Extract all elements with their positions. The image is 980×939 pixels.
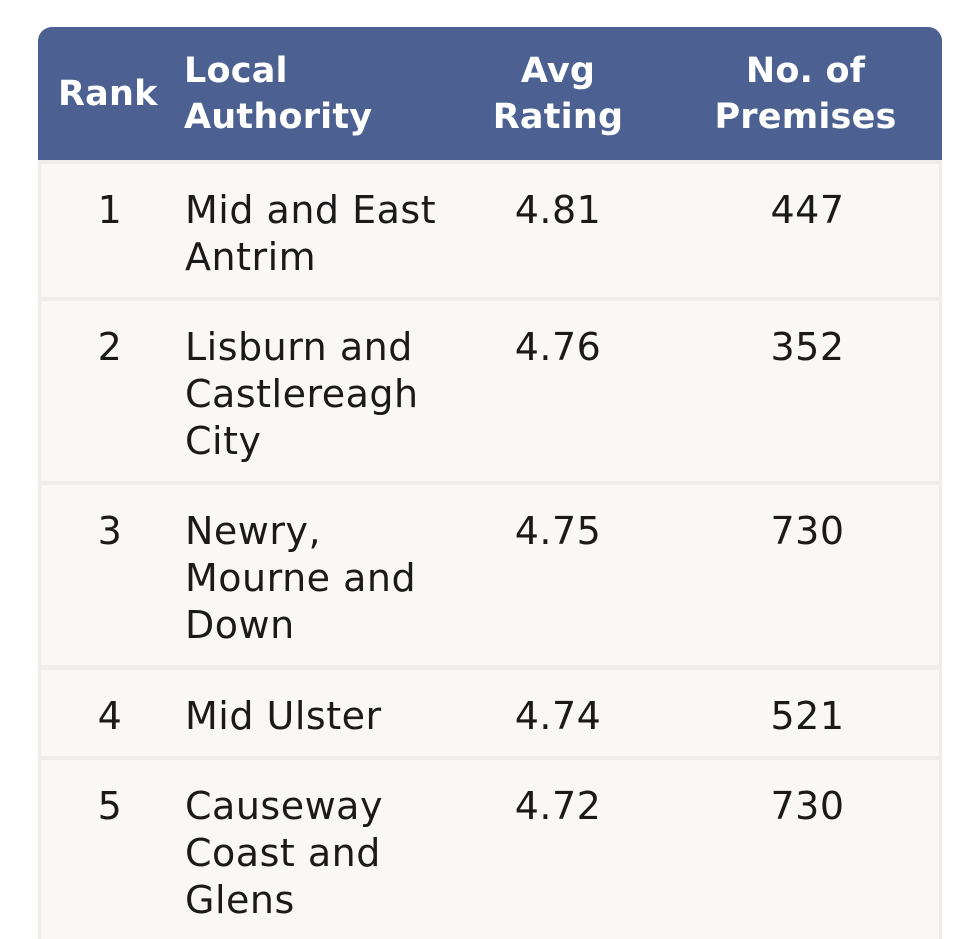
rank-cell: 4 — [97, 694, 123, 738]
rank-cell: 1 — [97, 188, 123, 232]
rank-cell: 3 — [97, 509, 123, 553]
premises-cell: 447 — [770, 188, 845, 232]
premises-cell: 730 — [770, 509, 845, 553]
table-row: 1 Mid and East Antrim 4.81 447 — [41, 164, 939, 297]
avg-rating-cell: 4.72 — [514, 784, 602, 828]
authority-cell: Lisburn and Castlereagh City — [185, 325, 419, 463]
avg-rating-cell: 4.74 — [514, 694, 602, 738]
rank-cell: 2 — [97, 325, 123, 369]
header-local-authority-label: Local Authority — [184, 50, 373, 137]
ranking-table: Rank Local Authority Avg Rating No. of P… — [38, 27, 942, 939]
authority-cell: Mid and East Antrim — [185, 188, 437, 279]
header-local-authority: Local Authority — [184, 27, 434, 160]
avg-rating-cell: 4.81 — [514, 188, 602, 232]
authority-cell: Causeway Coast and Glens — [185, 784, 383, 922]
table-row: 2 Lisburn and Castlereagh City 4.76 352 — [41, 301, 939, 481]
header-avg-rating: Avg Rating — [492, 50, 624, 137]
authority-cell: Newry, Mourne and Down — [185, 509, 417, 647]
premises-cell: 352 — [770, 325, 845, 369]
header-no-of-premises-label: No. of Premises — [714, 50, 897, 137]
table-row: 3 Newry, Mourne and Down 4.75 730 — [41, 485, 939, 665]
table-row: 5 Causeway Coast and Glens 4.72 730 — [41, 760, 939, 939]
header-rank: Rank — [58, 73, 158, 114]
table-header: Rank Local Authority Avg Rating No. of P… — [38, 27, 942, 160]
avg-rating-cell: 4.75 — [514, 509, 602, 553]
table-row: 4 Mid Ulster 4.74 521 — [41, 670, 939, 756]
premises-cell: 521 — [770, 694, 845, 738]
premises-cell: 730 — [770, 784, 845, 828]
header-no-of-premises: No. of Premises — [698, 27, 913, 160]
rank-cell: 5 — [97, 784, 123, 828]
authority-cell: Mid Ulster — [185, 694, 382, 738]
avg-rating-cell: 4.76 — [514, 325, 602, 369]
